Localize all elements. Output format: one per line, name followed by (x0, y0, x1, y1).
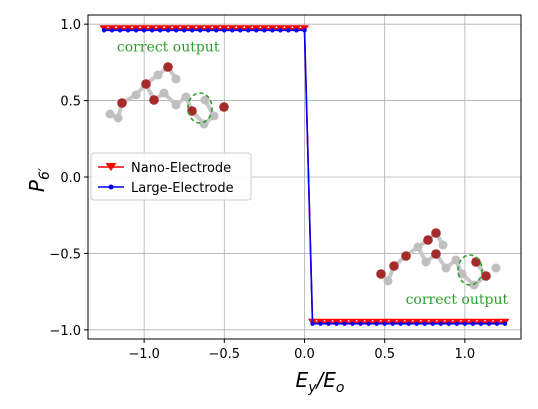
y-tick-label: −1.0 (49, 324, 81, 339)
x-axis-label-sub1: y (307, 380, 317, 396)
y-axis-label: P6′ (25, 167, 53, 192)
data-point-large-electrode (470, 321, 476, 326)
data-point-large-electrode (133, 28, 139, 33)
grid (88, 15, 521, 339)
data-point-large-electrode (318, 321, 323, 326)
legend-label-large-electrode: Large-Electrode (131, 181, 234, 196)
y-tick-label: 1.0 (60, 18, 81, 33)
x-axis-label-main: E (296, 368, 309, 392)
data-point-large-electrode (326, 321, 331, 326)
x-axis-label-sep: /E (314, 368, 336, 392)
legend: Nano-Electrode Large-Electrode (90, 152, 252, 201)
data-point-large-electrode (125, 28, 131, 33)
data-point-large-electrode (101, 28, 107, 33)
x-tick-label: −1.0 (128, 347, 160, 362)
data-point-large-electrode (478, 321, 484, 326)
legend-item-nano-electrode: Nano-Electrode (98, 161, 231, 176)
data-point-large-electrode (422, 321, 427, 326)
ticks: −1.0 −0.5 0.0 0.5 1.0 1.0 0.5 0.0 −0.5 −1.0 (49, 18, 475, 362)
x-tick-label: 0.5 (374, 347, 395, 362)
data-point-large-electrode (222, 28, 227, 33)
y-tick-label: 0.0 (60, 171, 81, 186)
molecule-illustration-top (105, 62, 229, 129)
x-axis-label-sub2: o (336, 380, 345, 396)
x-tick-label: 1.0 (455, 347, 476, 362)
data-point-large-electrode (157, 28, 163, 33)
data-point-large-electrode (206, 28, 211, 33)
y-tick-label: 0.5 (60, 95, 81, 110)
data-point-large-electrode (149, 28, 155, 33)
series-layer (99, 25, 510, 326)
data-point-large-electrode (230, 28, 235, 33)
series-large-electrode (101, 28, 508, 326)
molecule-illustration-bottom (376, 228, 501, 290)
data-point-large-electrode (398, 321, 403, 326)
data-point-large-electrode (141, 28, 147, 33)
data-point-large-electrode (414, 321, 419, 326)
data-point-large-electrode (190, 28, 195, 33)
data-point-large-electrode (310, 321, 315, 326)
data-point-large-electrode (286, 28, 291, 33)
annotations: correct output correct output (117, 40, 509, 308)
data-point-large-electrode (366, 321, 371, 326)
legend-marker-large-electrode (108, 184, 114, 190)
data-point-large-electrode (117, 28, 123, 33)
legend-marker-nano-electrode (105, 163, 117, 171)
legend-box (90, 152, 252, 201)
data-point-large-electrode (374, 321, 379, 326)
data-point-large-electrode (182, 28, 187, 33)
annotation-correct-output: correct output (117, 40, 220, 56)
data-point-large-electrode (238, 28, 243, 33)
data-point-large-electrode (438, 321, 444, 326)
legend-item-large-electrode: Large-Electrode (98, 181, 234, 196)
legend-label-nano-electrode: Nano-Electrode (131, 161, 231, 176)
data-point-large-electrode (342, 321, 347, 326)
x-axis-label: Ey/Eo (296, 368, 345, 396)
data-point-large-electrode (254, 28, 259, 33)
y-axis-label-sub: 6′ (37, 167, 53, 180)
data-point-large-electrode (382, 321, 387, 326)
data-point-large-electrode (174, 28, 179, 33)
data-point-large-electrode (486, 321, 492, 326)
data-point-large-electrode (350, 321, 355, 326)
data-point-large-electrode (462, 321, 468, 326)
data-point-large-electrode (406, 321, 411, 326)
y-axis-label-main: P (25, 179, 49, 192)
data-point-large-electrode (278, 28, 283, 33)
annotation-correct-output: correct output (406, 292, 509, 308)
data-point-large-electrode (198, 28, 203, 33)
data-point-large-electrode (358, 321, 363, 326)
data-point-large-electrode (454, 321, 460, 326)
data-point-large-electrode (334, 321, 339, 326)
y-tick-label: −0.5 (49, 247, 81, 262)
data-point-large-electrode (165, 28, 171, 33)
data-point-large-electrode (494, 321, 500, 326)
data-point-large-electrode (294, 28, 299, 33)
x-tick-label: 0.0 (294, 347, 315, 362)
data-point-large-electrode (214, 28, 219, 33)
data-point-large-electrode (446, 321, 452, 326)
data-point-large-electrode (262, 28, 267, 33)
data-point-large-electrode (502, 321, 508, 326)
x-tick-label: −0.5 (209, 347, 241, 362)
data-point-large-electrode (270, 28, 275, 33)
data-point-large-electrode (109, 28, 115, 33)
data-point-large-electrode (430, 321, 435, 326)
data-point-large-electrode (390, 321, 395, 326)
data-point-large-electrode (302, 28, 307, 33)
data-point-large-electrode (246, 28, 251, 33)
